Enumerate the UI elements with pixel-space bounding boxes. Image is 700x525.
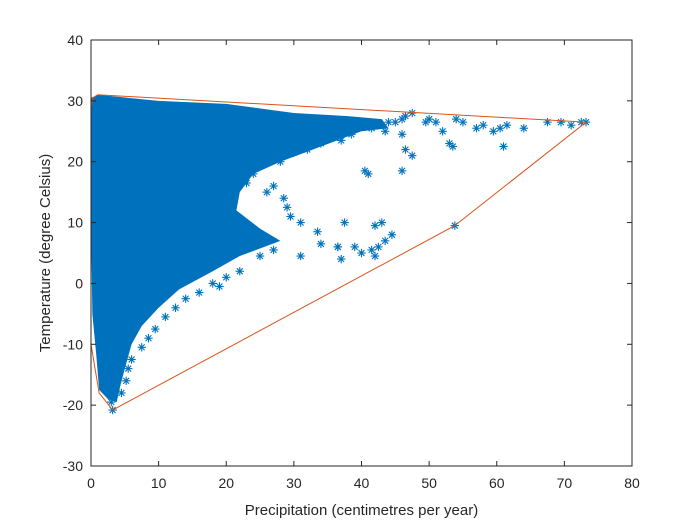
data-point	[171, 303, 180, 312]
data-point	[303, 145, 312, 154]
x-tick-label: 20	[218, 475, 234, 491]
data-point	[479, 121, 488, 130]
data-point	[367, 124, 376, 133]
data-point	[364, 169, 373, 179]
data-point	[401, 145, 410, 154]
dense-point-cloud	[91, 94, 389, 403]
data-point	[238, 157, 248, 166]
data-point	[296, 218, 305, 227]
data-point	[276, 157, 285, 166]
data-point	[107, 397, 116, 407]
data-point	[215, 282, 224, 291]
x-tick-label: 0	[87, 475, 95, 491]
y-tick-label: 30	[67, 93, 83, 109]
data-point	[566, 121, 576, 130]
data-point	[556, 117, 566, 127]
x-axis: 0 10 20 30 40 50 60 70 80	[87, 40, 640, 491]
y-tick-label: 10	[67, 215, 83, 231]
data-point	[337, 254, 346, 264]
data-point	[350, 242, 359, 252]
data-point	[269, 181, 278, 191]
x-tick-label: 80	[624, 475, 640, 491]
data-point	[451, 114, 461, 124]
data-point	[367, 245, 376, 255]
y-tick-label: 20	[67, 154, 83, 170]
data-point	[340, 218, 349, 227]
data-point	[249, 169, 258, 179]
data-point	[144, 334, 153, 343]
data-point	[472, 124, 481, 133]
y-tick-label: -10	[63, 336, 83, 352]
y-tick-label: -30	[63, 458, 83, 474]
data-point	[347, 130, 356, 139]
data-point	[252, 151, 261, 160]
data-point	[286, 212, 295, 221]
data-point	[519, 124, 528, 133]
data-point	[117, 388, 126, 398]
data-point	[289, 148, 299, 157]
data-point	[357, 248, 366, 258]
data-point	[161, 312, 170, 322]
data-point	[181, 294, 190, 303]
data-point	[374, 242, 383, 252]
x-tick-label: 60	[489, 475, 505, 491]
data-point	[195, 288, 204, 297]
y-axis: -30 -20 -10 0 10 20 30 40	[63, 32, 632, 474]
data-point	[235, 267, 244, 276]
data-point	[279, 194, 288, 203]
data-point	[316, 239, 326, 249]
x-axis-title: Precipitation (centimetres per year)	[245, 502, 478, 519]
data-point	[121, 376, 131, 385]
data-point	[495, 124, 505, 133]
data-point	[316, 139, 326, 148]
data-point	[380, 236, 390, 246]
data-point	[543, 117, 552, 127]
data-point	[333, 242, 343, 252]
data-point	[397, 166, 407, 176]
hull-line	[90, 94, 588, 411]
data-point	[208, 279, 217, 288]
data-point	[408, 151, 417, 160]
data-point	[424, 114, 434, 124]
data-point	[387, 230, 397, 239]
data-point	[370, 251, 380, 261]
data-point	[489, 127, 498, 136]
data-point	[123, 364, 133, 373]
x-tick-label: 50	[421, 475, 437, 491]
x-tick-label: 30	[286, 475, 302, 491]
x-tick-label: 10	[151, 475, 167, 491]
data-point	[127, 355, 136, 364]
x-tick-label: 70	[557, 475, 573, 491]
data-point	[242, 178, 251, 188]
data-point	[370, 221, 380, 230]
data-point	[282, 203, 292, 212]
data-point	[380, 127, 390, 136]
data-point	[337, 136, 346, 145]
data-point	[397, 114, 407, 124]
data-point	[499, 142, 508, 151]
data-point	[262, 187, 272, 197]
y-tick-label: 0	[75, 275, 83, 291]
x-tick-label: 40	[354, 475, 370, 491]
data-point	[397, 130, 407, 139]
data-point	[296, 251, 305, 261]
y-axis-title: Temperature (degree Celsius)	[37, 154, 54, 352]
data-point	[438, 127, 447, 136]
data-point	[151, 324, 160, 334]
data-point	[431, 117, 441, 127]
data-point	[222, 273, 231, 282]
data-point	[137, 343, 146, 352]
y-tick-label: 40	[67, 32, 83, 48]
data-point	[313, 227, 322, 236]
data-point	[458, 117, 468, 127]
data-point	[502, 121, 512, 130]
y-tick-label: -20	[63, 397, 83, 413]
data-point	[255, 251, 265, 261]
data-point	[269, 245, 278, 255]
data-point	[448, 142, 457, 151]
data-point	[384, 117, 393, 127]
plot-area	[90, 94, 591, 415]
data-point	[377, 218, 386, 227]
